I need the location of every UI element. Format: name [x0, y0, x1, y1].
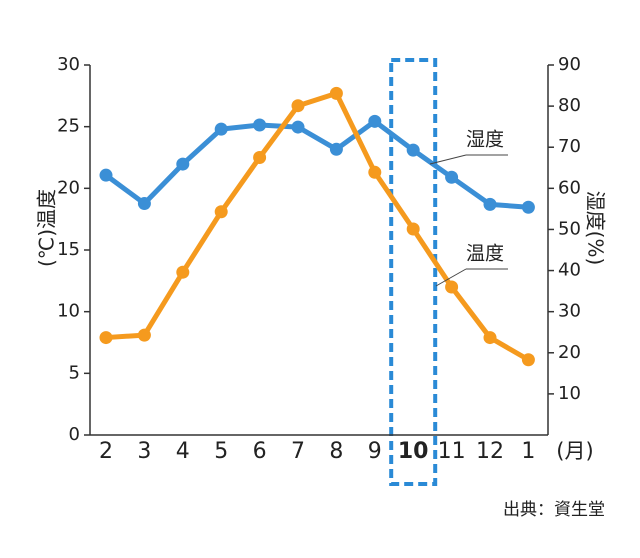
x-tick-label: 6: [253, 439, 267, 464]
series-label: 温度: [466, 243, 504, 265]
label-leader: [429, 154, 467, 165]
y2-tick-label: 30: [558, 301, 581, 322]
y2-tick-label: 20: [558, 342, 581, 363]
data-point: [137, 328, 151, 342]
y-tick-label: 30: [57, 54, 80, 75]
x-tick-label: 8: [329, 439, 343, 464]
x-tick-label: 11: [438, 439, 466, 464]
data-point: [137, 197, 151, 211]
highlight-box: [389, 58, 438, 486]
x-tick-label: 4: [176, 439, 190, 464]
data-point: [253, 151, 267, 164]
data-point: [521, 200, 535, 214]
x-tick-label: 5: [214, 439, 228, 464]
data-point: [214, 205, 228, 219]
y2-tick-label: 80: [558, 95, 581, 116]
data-point: [368, 165, 382, 179]
y2-tick-label: 50: [558, 218, 581, 239]
y-tick-label: 15: [57, 239, 80, 260]
data-point: [253, 118, 267, 132]
data-point: [406, 222, 420, 236]
data-point: [445, 170, 459, 184]
data-point: [521, 353, 535, 367]
y-tick-label: 0: [69, 424, 80, 445]
y2-tick-label: 60: [558, 177, 581, 198]
data-point: [291, 99, 305, 113]
data-point: [99, 331, 113, 345]
y2-tick-label: 10: [558, 383, 581, 404]
y-axis-label: (℃)温度: [35, 189, 59, 267]
data-point: [214, 122, 228, 136]
data-point: [99, 168, 113, 182]
data-point: [176, 265, 190, 279]
data-point: [406, 143, 420, 157]
y-tick-label: 10: [57, 301, 80, 322]
data-point: [445, 280, 459, 294]
data-point: [329, 86, 343, 100]
x-tick-label: 9: [368, 439, 382, 464]
y2-tick-label: 70: [558, 136, 581, 157]
x-tick-label: 10: [398, 439, 429, 464]
data-point: [176, 157, 190, 171]
series-label: 湿度: [466, 129, 504, 151]
series-line: [105, 90, 530, 362]
x-tick-label: 7: [291, 439, 305, 464]
series-line: [104, 118, 529, 210]
x-tick-label: 1: [521, 439, 535, 464]
source: 出典：資生堂: [503, 500, 605, 520]
y-tick-label: 25: [57, 116, 80, 137]
x-tick-label: 3: [137, 439, 151, 464]
y-tick-label: 20: [57, 177, 80, 198]
label-leader: [435, 268, 467, 287]
y2-axis-label: 湿度(%): [584, 191, 608, 266]
data-point: [329, 142, 343, 156]
x-tick-label: 2: [99, 439, 113, 464]
data-point: [291, 120, 305, 134]
data-point: [483, 331, 497, 345]
x-tick-label: 12: [476, 439, 504, 464]
y2-tick-label: 90: [558, 54, 581, 75]
x-unit: (月): [556, 439, 593, 463]
data-point: [368, 114, 382, 128]
y-tick-label: 5: [69, 362, 80, 383]
y2-tick-label: 40: [558, 260, 581, 281]
data-point: [483, 197, 497, 211]
